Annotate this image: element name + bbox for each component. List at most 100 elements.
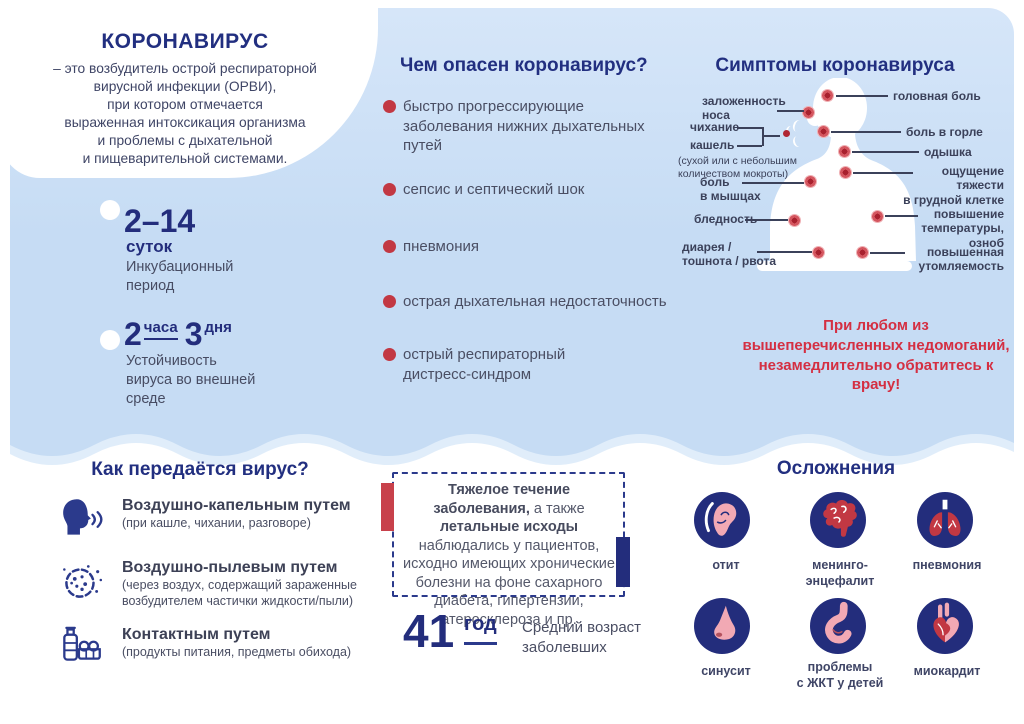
stat-bullet: [100, 200, 120, 220]
intro-line: – это возбудитель острой респираторной: [53, 61, 317, 76]
wave-edge-shape: [10, 421, 1014, 456]
complication-circle: [694, 492, 750, 548]
connector-line: [762, 135, 780, 137]
food-products-icon: [63, 626, 101, 661]
complication-label: проблемы с ЖКТ у детей: [796, 660, 884, 690]
page-title: КОРОНАВИРУС: [101, 30, 269, 53]
symptom-label-sneeze: чихание: [690, 120, 739, 134]
intro-line: выраженная интоксикация организма: [64, 114, 306, 130]
danger-item: сепсис и септический шок: [383, 180, 673, 200]
complication-circle: [917, 492, 973, 548]
symptom-dot-pale: [788, 214, 801, 227]
danger-item: пневмония: [383, 237, 673, 257]
symptom-label-diarrhea: диарея / тошнота / рвота: [682, 240, 777, 269]
nose-icon: [714, 605, 736, 640]
connector-line: [853, 172, 913, 174]
transmission-item-note: (продукты питания, предметы обихода): [122, 645, 352, 659]
danger-item: быстро прогрессирующие заболевания нижни…: [383, 97, 673, 156]
transmission-item-note: (через воздух, содержащий зараженные воз…: [122, 578, 357, 608]
coughing-person-icon: [63, 499, 103, 535]
connector-line: [852, 151, 919, 153]
transmission-item-title: Воздушно-капельным путем: [122, 497, 351, 514]
symptom-dot-breath: [838, 145, 851, 158]
transmission-item-title: Контактным путем: [122, 626, 271, 643]
transmission-item-note: (при кашле, чихании, разговоре): [122, 516, 311, 530]
severe-bold-1: Тяжелое течение заболевания,: [433, 482, 571, 517]
lungs-icon: [929, 499, 961, 536]
brain-icon: [823, 499, 857, 537]
symptom-label-headache: головная боль: [893, 89, 981, 103]
red-accent-bar: [381, 483, 394, 531]
average-age-value: 41: [403, 605, 455, 657]
symptom-dot-muscle: [804, 175, 817, 188]
complication-circle: [917, 598, 973, 654]
incubation-label: Инкубационный период: [126, 259, 234, 294]
complication-label: отит: [712, 558, 740, 572]
complications-title: Осложнения: [776, 458, 896, 479]
average-age-unit: год: [464, 613, 497, 645]
connector-line: [737, 145, 762, 147]
symptom-note-cough: (сухой или с небольшим количеством мокро…: [678, 155, 797, 180]
persistence-label: Устойчивость вируса во внешней среде: [126, 353, 256, 407]
symptom-label-pale: бледность: [694, 212, 758, 226]
symptom-label-throat: боль в горле: [906, 125, 983, 139]
severe-course-text: Тяжелое течение заболевания, а также лет…: [398, 481, 620, 629]
persistence-days-unit: дня: [204, 319, 232, 336]
warning-text: При любом из вышеперечисленных недомоган…: [742, 316, 1010, 395]
symptom-dot-fatigue: [856, 246, 869, 259]
severe-plain-2: наблюдались у пациентов, исходно имеющих…: [403, 537, 615, 628]
intro-description: – это возбудитель острой респираторной в…: [18, 60, 352, 168]
complication-circle: [694, 598, 750, 654]
symptom-label-fatigue: повышенная утомляемость: [918, 245, 1004, 274]
danger-item: острая дыхательная недостаточность: [383, 292, 673, 312]
intro-card: [0, 0, 378, 178]
symptom-dot-sneeze: [783, 130, 790, 137]
incubation-value: 2–14: [124, 203, 196, 239]
intro-line: и пищеварительной системами.: [82, 150, 288, 166]
complication-label: миокардит: [913, 664, 981, 678]
average-age-label: Средний возраст заболевших: [522, 619, 642, 656]
symptom-dot-headache: [821, 89, 834, 102]
connector-line: [737, 127, 762, 129]
stat-bullet: [100, 330, 120, 350]
stomach-icon: [825, 601, 852, 644]
base-line: [757, 261, 912, 271]
symptom-dot-nose: [802, 106, 815, 119]
severe-bold-2: летальные исходы: [439, 519, 579, 536]
danger-title: Чем опасен коронавирус?: [400, 55, 648, 76]
symptom-dot-fever: [871, 210, 884, 223]
danger-item: острый респираторный дистресс-синдром: [383, 345, 673, 384]
connector-line: [745, 219, 788, 221]
dust-cloud-icon: [63, 565, 103, 598]
transmission-title: Как передаётся вирус?: [91, 459, 309, 480]
persistence-days: 3: [184, 316, 203, 352]
symptom-label-nose: заложенность носа: [702, 94, 786, 123]
intro-line: и проблемы с дыхательной: [97, 132, 273, 148]
connector-line: [757, 251, 812, 253]
symptom-label-fever: повышение температуры, озноб: [921, 207, 1004, 250]
transmission-item-title: Воздушно-пылевым путем: [122, 559, 338, 576]
incubation-unit: суток: [126, 237, 173, 256]
intro-line: вирусной инфекции (ОРВИ),: [93, 78, 277, 94]
symptom-label-muscle: боль в мышцах: [700, 175, 761, 204]
severe-course-box: [392, 472, 625, 597]
connector-line: [831, 131, 901, 133]
heart-icon: [933, 602, 959, 643]
persistence-value: 2 часа 3 дня: [124, 318, 232, 350]
symptom-label-chest: ощущение тяжести в грудной клетке: [903, 164, 1004, 207]
complication-label: пневмония: [912, 558, 982, 572]
symptom-dot-chest: [839, 166, 852, 179]
navy-accent-bar: [616, 537, 630, 587]
warning-start: При любом из вышеперечисленных недомоган…: [742, 317, 1010, 354]
connector-line: [762, 127, 764, 146]
connector-line: [742, 182, 804, 184]
complication-circle: [810, 598, 866, 654]
persistence-hours: 2: [124, 316, 142, 352]
severe-plain-1: а также: [529, 500, 585, 517]
symptom-dot-throat: [817, 125, 830, 138]
connector-line: [870, 252, 905, 254]
connector-line: [777, 110, 804, 112]
connector-line: [836, 95, 888, 97]
complication-label: менинго- энцефалит: [805, 558, 875, 588]
